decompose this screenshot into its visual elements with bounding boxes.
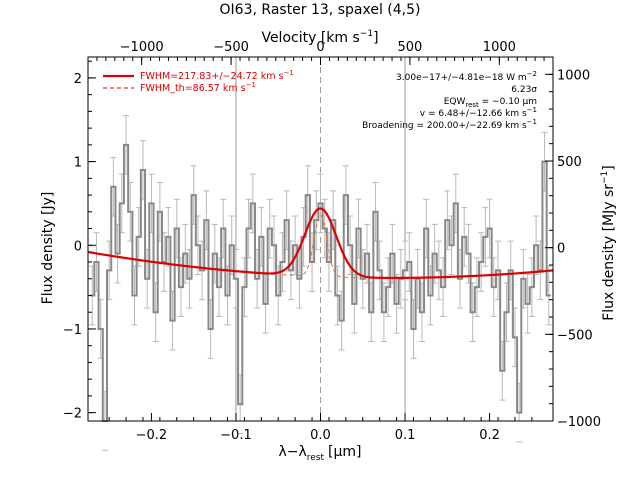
right-tick-label: 500 bbox=[557, 155, 582, 170]
top-tick-label: −500 bbox=[213, 40, 249, 55]
axis-ticks: −0.2 −0.1 0.0 0.1 0.2 −2 −1 0 1 2 −1000 −500 0 500 100… bbox=[63, 40, 601, 443]
legend-th-label: FWHM_th=86.57 km s−1 bbox=[140, 81, 256, 94]
annotation-broadening: Broadening = 200.00+/−22.69 km s−1 bbox=[362, 118, 537, 131]
legend-fit-label: FWHM=217.83+/−24.72 km s−1 bbox=[140, 69, 294, 82]
x-tick-label: 0.2 bbox=[479, 428, 500, 443]
right-tick-label: −1000 bbox=[557, 415, 601, 430]
annotation-velocity: v = 6.48+/−12.66 km s−1 bbox=[420, 106, 537, 119]
right-axis-label: Flux density [MJy sr−1] bbox=[600, 165, 617, 321]
y-tick-label: −1 bbox=[63, 323, 82, 338]
top-tick-label: 1000 bbox=[483, 40, 516, 55]
top-tick-label: 0 bbox=[316, 40, 324, 55]
x-axis-label: λ−λrest [μm] bbox=[278, 444, 361, 463]
right-tick-label: −500 bbox=[557, 328, 593, 343]
y-axis-label: Flux density [Jy] bbox=[40, 192, 56, 305]
y-tick-label: 0 bbox=[74, 239, 82, 254]
spectrum-series bbox=[90, 143, 551, 422]
right-tick-label: 0 bbox=[557, 242, 565, 257]
vertical-reference-lines bbox=[235, 57, 406, 421]
right-tick-label: 1000 bbox=[557, 68, 590, 83]
annotation-sigma: 6.23σ bbox=[511, 85, 537, 95]
y-tick-label: −2 bbox=[63, 407, 82, 422]
fit-curve bbox=[87, 207, 554, 280]
chart-title: OI63, Raster 13, spaxel (4,5) bbox=[220, 2, 421, 18]
y-tick-label: 2 bbox=[74, 72, 82, 87]
top-axis-label: Velocity [km s−1] bbox=[261, 29, 378, 46]
fit-th-curve bbox=[282, 214, 359, 279]
fit-annotations: 3.00e−17+/−4.81e−18 W m−2 6.23σ EQWrest … bbox=[362, 70, 537, 131]
top-tick-label: −1000 bbox=[120, 40, 164, 55]
x-tick-label: 0.1 bbox=[395, 428, 416, 443]
y-tick-label: 1 bbox=[74, 156, 82, 171]
annotation-eqw: EQWrest = −0.10 μm bbox=[444, 97, 537, 109]
annotation-flux: 3.00e−17+/−4.81e−18 W m−2 bbox=[396, 70, 537, 83]
legend: FWHM=217.83+/−24.72 km s−1 FWHM_th=86.57… bbox=[103, 69, 294, 94]
x-tick-label: −0.2 bbox=[136, 428, 168, 443]
x-tick-label: 0.0 bbox=[310, 428, 331, 443]
plot-area: −0.2 −0.1 0.0 0.1 0.2 −2 −1 0 1 2 −1000 −500 0 500 100… bbox=[63, 40, 601, 451]
top-tick-label: 500 bbox=[398, 40, 423, 55]
x-tick-label: −0.1 bbox=[220, 428, 252, 443]
